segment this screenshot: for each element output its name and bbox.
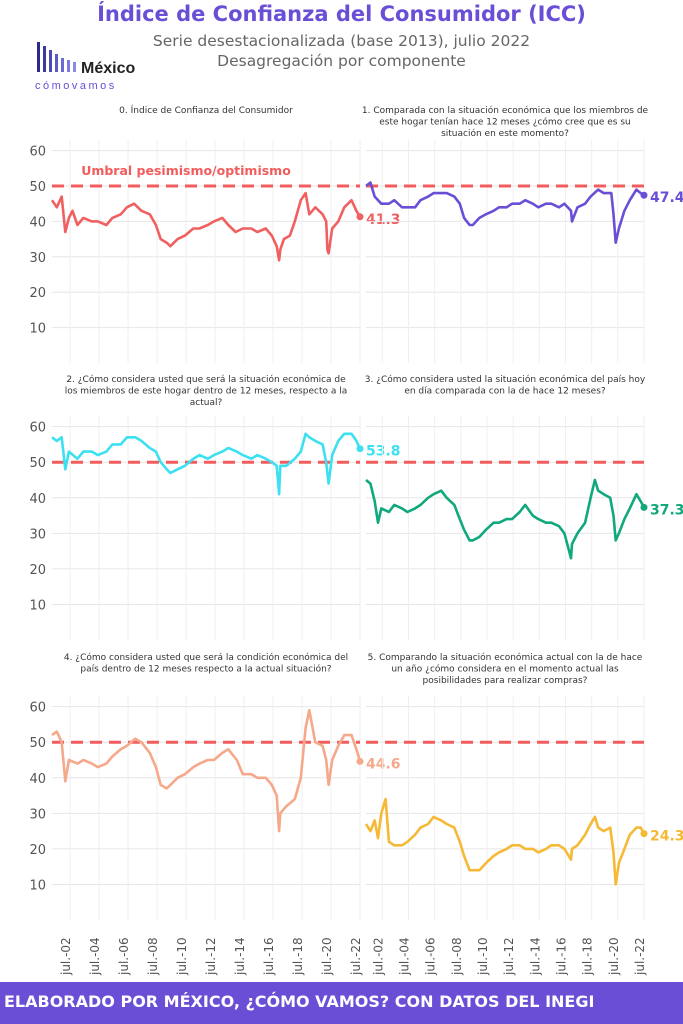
- chart-subtitle-2: Desagregación por componente: [217, 52, 466, 70]
- x-tick-label: jul.-18: [291, 937, 305, 976]
- y-tick-label: 60: [29, 701, 46, 716]
- x-tick-label: jul.-04: [398, 937, 412, 976]
- logo-wordmark: México: [81, 60, 136, 77]
- x-tick-label: jul.-10: [175, 937, 189, 976]
- x-tick-label: jul.-08: [146, 937, 160, 976]
- chart-subtitle: Serie desestacionalizada (base 2013), ju…: [152, 32, 531, 50]
- last-value-label: 53.8: [366, 444, 401, 460]
- x-tick-label: jul.-12: [502, 937, 516, 976]
- y-tick-label: 30: [29, 251, 46, 266]
- last-value-label: 44.6: [366, 756, 401, 772]
- last-point: [356, 445, 364, 453]
- y-tick-label: 20: [29, 843, 46, 858]
- y-tick-label: 60: [29, 145, 46, 160]
- y-tick-label: 10: [29, 598, 46, 613]
- last-value-label: 37.3: [650, 502, 683, 518]
- chart-area: 0. Índice de Confianza del Consumidor 10 2…: [29, 104, 683, 976]
- footer-banner: ELABORADO POR MÉXICO, ¿CÓMO VAMOS? CON D…: [0, 982, 683, 1024]
- panel-3: 3. ¿Cómo considera usted la situación ec…: [365, 374, 683, 640]
- panel-5: 5. Comparando la situación económica act…: [364, 652, 683, 976]
- x-tick-label: jul.-14: [528, 937, 542, 976]
- y-tick-label: 30: [29, 807, 46, 822]
- x-tick-label: jul.-18: [581, 937, 595, 976]
- panel-title: en día comparada con la de hace 12 meses…: [404, 387, 606, 397]
- last-point: [640, 191, 648, 199]
- panel-title: 0. Índice de Confianza del Consumidor: [119, 104, 293, 116]
- x-tick-label: jul.-14: [233, 937, 247, 976]
- series-line: [51, 708, 362, 833]
- x-tick-label: jul.-06: [424, 937, 438, 976]
- panel-title: país dentro de 12 meses respecto a la ac…: [80, 664, 331, 675]
- x-tick-label: jul.-20: [320, 937, 334, 976]
- x-tick-label: jul.-02: [371, 937, 385, 976]
- x-tick-label: jul.-20: [607, 937, 621, 976]
- logo-bars-icon: [37, 42, 76, 72]
- panel-title: 2. ¿Cómo considera usted que será la sit…: [66, 374, 346, 385]
- panel-1: 1. Comparada con la situación económica …: [362, 105, 683, 363]
- y-tick-label: 10: [29, 878, 46, 893]
- y-tick-label: 40: [29, 492, 46, 507]
- last-point: [356, 757, 364, 765]
- y-tick-label: 10: [29, 322, 46, 337]
- y-tick-label: 40: [29, 772, 46, 787]
- last-point: [356, 213, 364, 221]
- series-line: [50, 191, 362, 262]
- logo-tagline: cómovamos: [35, 80, 117, 92]
- x-tick-label: jul.-08: [450, 937, 464, 976]
- y-tick-label: 50: [29, 180, 46, 195]
- x-tick-label: jul.-22: [349, 937, 363, 976]
- y-tick-label: 20: [29, 286, 46, 301]
- last-point: [640, 830, 648, 838]
- panel-title: 3. ¿Cómo considera usted la situación ec…: [365, 374, 646, 385]
- series-line: [364, 797, 646, 886]
- y-tick-label: 20: [29, 563, 46, 578]
- x-tick-label: jul.-04: [88, 937, 102, 976]
- y-tick-label: 30: [29, 527, 46, 542]
- y-tick-label: 50: [29, 736, 46, 751]
- series-line: [51, 432, 362, 496]
- panel-title: posibilidades para realizar compras?: [423, 676, 588, 686]
- panel-title: situación en este momento?: [441, 128, 569, 139]
- last-value-label: 41.3: [366, 212, 401, 228]
- x-tick-label: jul.-16: [555, 937, 569, 976]
- x-tick-label: jul.-12: [204, 937, 218, 976]
- chart-title: Índice de Confianza del Consumidor (ICC): [97, 2, 586, 26]
- last-value-label: 24.3: [650, 829, 683, 845]
- x-tick-label: jul.-02: [59, 937, 73, 976]
- panel-title: 5. Comparando la situación económica act…: [368, 652, 643, 663]
- panel-4: 4. ¿Cómo considera usted que será la con…: [29, 652, 400, 976]
- last-point: [640, 503, 648, 511]
- panel-title: actual?: [190, 398, 223, 408]
- x-tick-label: jul.-10: [476, 937, 490, 976]
- y-tick-label: 60: [29, 421, 46, 436]
- panel-2: 2. ¿Cómo considera usted que será la sit…: [29, 374, 401, 640]
- x-tick-label: jul.-16: [262, 937, 276, 976]
- panel-title: este hogar tenían hace 12 meses ¿cómo cr…: [379, 117, 631, 128]
- footer-text: ELABORADO POR MÉXICO, ¿CÓMO VAMOS? CON D…: [4, 992, 595, 1011]
- x-tick-label: jul.-06: [117, 937, 131, 976]
- last-value-label: 47.4: [650, 190, 683, 206]
- panel-0: 0. Índice de Confianza del Consumidor 10 2…: [29, 104, 401, 363]
- threshold-label: Umbral pesimismo/optimismo: [81, 163, 291, 178]
- y-tick-label: 40: [29, 215, 46, 230]
- panel-title: 1. Comparada con la situación económica …: [362, 105, 649, 116]
- series-line: [365, 478, 646, 560]
- panel-title: un año ¿cómo considera en el momento act…: [391, 664, 619, 675]
- series-line: [365, 181, 645, 244]
- x-tick-label: jul.-22: [633, 937, 647, 976]
- panel-title: 4. ¿Cómo considera usted que será la con…: [64, 652, 348, 663]
- y-tick-label: 50: [29, 456, 46, 471]
- mexico-como-vamos-logo: México cómovamos: [35, 38, 155, 94]
- panel-title: los miembros de este hogar dentro de 12 …: [65, 387, 348, 397]
